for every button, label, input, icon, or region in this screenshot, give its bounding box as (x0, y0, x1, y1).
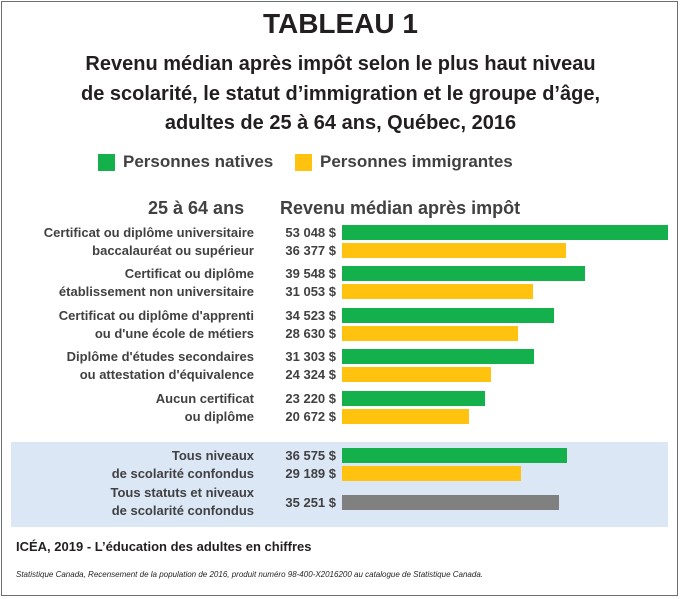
category-label-2-0: Certificat ou diplôme d'apprenti (58, 308, 254, 323)
bar-natives-5 (342, 448, 567, 463)
category-label-4-1: ou diplôme (184, 409, 254, 424)
bar-immigrantes-4 (342, 409, 469, 424)
value-label-natives-0: 53 048 $ (285, 225, 336, 240)
value-label-immigrantes-0: 36 377 $ (285, 243, 336, 258)
category-label-5-0: Tous niveaux (171, 448, 254, 463)
source-credit: ICÉA, 2019 - L’éducation des adultes en … (16, 539, 312, 554)
value-column-header: Revenu médian après impôt (280, 198, 521, 218)
bar-natives-0 (342, 225, 668, 240)
chart-title-line-2: de scolarité, le statut d’immigration et… (81, 83, 600, 105)
value-label-total-6: 35 251 $ (285, 495, 336, 510)
legend-label-natives: Personnes natives (123, 152, 274, 171)
bar-immigrantes-1 (342, 284, 533, 299)
category-column-header: 25 à 64 ans (148, 198, 245, 218)
bar-natives-1 (342, 266, 585, 281)
bar-natives-2 (342, 308, 554, 323)
value-label-natives-1: 39 548 $ (285, 266, 336, 281)
value-label-natives-3: 31 303 $ (285, 349, 336, 364)
category-label-3-0: Diplôme d'études secondaires (66, 349, 254, 364)
category-label-0-1: baccalauréat ou supérieur (92, 243, 254, 258)
source-note: Statistique Canada, Recensement de la po… (16, 570, 483, 579)
bar-immigrantes-2 (342, 326, 518, 341)
category-label-1-0: Certificat ou diplôme (124, 266, 254, 281)
value-label-immigrantes-3: 24 324 $ (285, 367, 336, 382)
category-label-1-1: établissement non universitaire (58, 284, 254, 299)
value-label-immigrantes-4: 20 672 $ (285, 409, 336, 424)
category-label-6-0: Tous statuts et niveaux (110, 485, 254, 500)
legend-label-immigrantes: Personnes immigrantes (320, 152, 513, 171)
bar-natives-3 (342, 349, 534, 364)
value-label-natives-5: 36 575 $ (285, 448, 336, 463)
bar-natives-4 (342, 391, 485, 406)
category-label-6-1: de scolarité confondus (111, 503, 254, 518)
chart-title-line-1: Revenu médian après impôt selon le plus … (85, 53, 596, 75)
category-label-3-1: ou attestation d'équivalence (79, 367, 254, 382)
category-label-4-0: Aucun certificat (155, 391, 254, 406)
value-label-immigrantes-1: 31 053 $ (285, 284, 336, 299)
value-label-natives-2: 34 523 $ (285, 308, 336, 323)
value-label-natives-4: 23 220 $ (285, 391, 336, 406)
bar-immigrantes-3 (342, 367, 491, 382)
bar-immigrantes-0 (342, 243, 566, 258)
bar-immigrantes-5 (342, 466, 521, 481)
category-label-5-1: de scolarité confondus (111, 466, 254, 481)
legend-swatch-immigrantes (295, 154, 312, 171)
legend-swatch-natives (98, 154, 115, 171)
value-label-immigrantes-2: 28 630 $ (285, 326, 336, 341)
category-label-2-1: ou d'une école de métiers (94, 326, 254, 341)
category-label-0-0: Certificat ou diplôme universitaire (43, 225, 254, 240)
chart-title-line-3: adultes de 25 à 64 ans, Québec, 2016 (164, 112, 517, 134)
bar-total-6 (342, 495, 559, 510)
table-label: TABLEAU 1 (262, 8, 419, 39)
value-label-immigrantes-5: 29 189 $ (285, 466, 336, 481)
